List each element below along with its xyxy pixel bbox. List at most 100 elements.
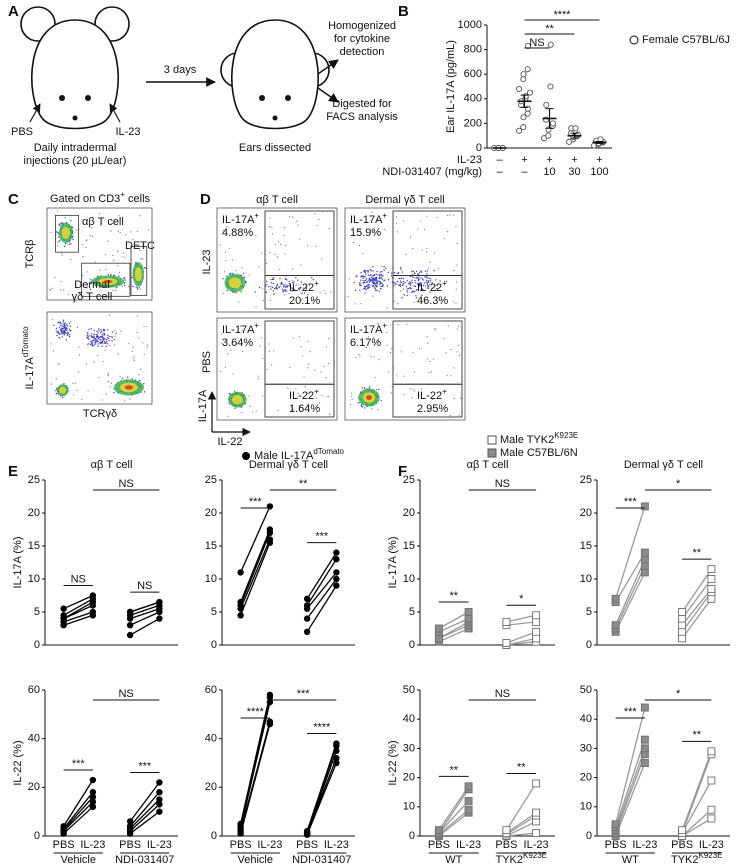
flow-dot: [439, 280, 441, 282]
data-point: [89, 803, 97, 810]
quadrant-pct: 4.88%: [222, 227, 253, 239]
y-tick-label: 25: [28, 474, 40, 486]
flow-dot: [406, 280, 408, 282]
flow-dot: [386, 307, 388, 309]
data-point: [156, 796, 163, 803]
data-point: [303, 827, 311, 835]
sig-label: NS: [495, 478, 510, 490]
data-point: [640, 703, 649, 712]
flow-dot: [379, 271, 381, 273]
density: [231, 394, 243, 405]
pair-line: [63, 611, 94, 623]
flow-dot: [418, 271, 421, 274]
flow-dot: [375, 273, 377, 276]
flow-dot: [360, 405, 363, 407]
data-point: [126, 608, 134, 616]
data-point: [89, 789, 97, 796]
flow-dot: [139, 215, 141, 217]
flow-dot: [107, 240, 109, 242]
flow-dot: [95, 340, 97, 342]
flow-dot: [415, 289, 418, 291]
flow-dot: [93, 361, 95, 363]
flow-dot: [301, 292, 303, 294]
data-point: [532, 779, 541, 788]
flow-dot: [111, 340, 113, 342]
flow-dot: [87, 336, 89, 338]
flow-dot: [456, 264, 458, 266]
data-point: [333, 740, 340, 747]
quadrant-pct: 1.64%: [289, 403, 320, 415]
text-part: Gated on CD3: [50, 193, 120, 205]
data-point: [707, 575, 716, 583]
flow-dot: [219, 244, 222, 246]
flow-dot: [405, 253, 407, 256]
flow-dot: [103, 337, 105, 339]
flow-dot: [101, 333, 103, 336]
flow-dot: [227, 353, 229, 355]
flow-dot: [427, 410, 429, 412]
text-part: NDI-031407: [292, 854, 351, 866]
flow-dot: [412, 351, 414, 353]
flow-dot: [93, 333, 95, 335]
flow-dot: [69, 325, 72, 328]
quadrant-label: IL-22+: [417, 279, 447, 294]
y-tick-label: 15: [580, 540, 592, 552]
data-point: [678, 614, 687, 623]
superscript: dTomato: [21, 326, 30, 357]
y-tick-label: 20: [28, 507, 40, 519]
flow-dot: [293, 281, 295, 283]
data-point: [516, 127, 523, 134]
flow-dot: [139, 368, 142, 370]
flow-dot: [377, 322, 379, 324]
flow-dot: [87, 390, 89, 392]
data-point: [532, 611, 541, 620]
pair-line: [681, 809, 712, 837]
flow-dot: [402, 284, 404, 286]
flow-dot: [274, 253, 276, 255]
flow-dot: [456, 243, 458, 245]
flow-dot: [410, 236, 412, 238]
flow-dot: [113, 392, 115, 394]
pair-line: [681, 751, 712, 831]
flow-dot: [292, 337, 294, 339]
flow-dot: [364, 286, 367, 288]
flow-dot: [59, 322, 61, 324]
pair-line: [438, 785, 470, 831]
flow-dot: [379, 276, 382, 279]
x-tick-label: PBS: [428, 839, 450, 851]
flow-dot: [50, 383, 52, 385]
flow-dot: [107, 375, 110, 377]
flow-dot: [410, 287, 412, 290]
data-point: [532, 617, 541, 626]
flow-dot: [100, 331, 102, 334]
flow-dot: [413, 291, 416, 293]
flow-dot: [436, 216, 438, 219]
flow-dot: [362, 277, 364, 280]
flow-dot: [59, 224, 61, 227]
data-point: [572, 125, 579, 132]
flow-dot: [222, 277, 224, 280]
flow-dot: [292, 289, 294, 292]
flow-dot: [407, 282, 410, 285]
flow-dot: [383, 269, 385, 271]
y-tick-label: 400: [464, 93, 482, 105]
flow-dot: [358, 244, 361, 247]
pair-line: [240, 532, 271, 606]
y-tick-label: 5: [34, 606, 40, 618]
flow-dot: [105, 345, 108, 348]
y-tick-label: 50: [403, 684, 415, 696]
data-point: [464, 782, 473, 791]
y-tick-label: 40: [403, 713, 415, 725]
flow-dot: [434, 284, 436, 287]
flow-dot: [399, 266, 402, 269]
flow-dot: [377, 408, 379, 411]
y-tick-label: 20: [205, 507, 217, 519]
flow-dot: [63, 383, 65, 385]
flow-dot: [418, 347, 421, 350]
pair-line: [506, 614, 537, 623]
pair-line: [438, 809, 470, 836]
flow-dot: [74, 382, 76, 384]
flow-dot: [107, 274, 110, 276]
flow-dot: [389, 352, 392, 354]
data-point: [266, 691, 274, 699]
